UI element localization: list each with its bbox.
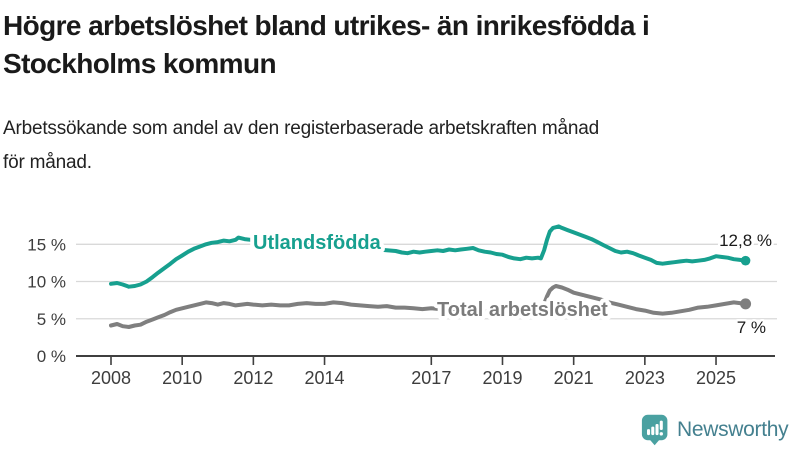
- chart-subtitle-line-2: för månad.: [3, 152, 92, 173]
- chart-title-line-2: Stockholms kommun: [3, 48, 277, 79]
- y-tick-label-10: 10 %: [27, 273, 66, 292]
- x-axis: 2008 2010 2012 2014 2017 2019 2021 2023 2025: [76, 355, 775, 388]
- x-tick-label-2021: 2021: [554, 368, 594, 388]
- newsworthy-logo-text: Newsworthy: [677, 418, 789, 441]
- end-dot-total-arbetsloshet: [740, 298, 752, 310]
- series-lines: [109, 224, 748, 329]
- y-tick-label-5: 5 %: [37, 310, 66, 329]
- chart-title: Högre arbetslöshet bland utrikes- än inr…: [3, 7, 793, 83]
- series-line-utlandsfodda: [109, 224, 748, 289]
- x-tick-label-2019: 2019: [482, 368, 522, 388]
- y-axis-labels: 0 % 5 % 10 % 15 %: [27, 235, 66, 366]
- end-value-label-utlandsfodda: 12,8 %: [719, 231, 772, 250]
- x-tick-label-2008: 2008: [91, 368, 131, 388]
- end-value-label-total: 7 %: [737, 318, 766, 337]
- series-label-utlandsfodda: Utlandsfödda: [253, 232, 382, 254]
- x-tick-label-2010: 2010: [162, 368, 202, 388]
- x-tick-label-2014: 2014: [305, 368, 345, 388]
- x-tick-label-2012: 2012: [233, 368, 273, 388]
- series-label-total-arbetsloshet: Total arbetslöshet: [437, 299, 608, 321]
- end-dot-utlandsfodda: [740, 255, 751, 266]
- newsworthy-chart-bubble-icon: [641, 414, 668, 446]
- end-dots: [740, 255, 752, 310]
- series-line-total-arbetsloshet: [109, 284, 748, 329]
- newsworthy-logo[interactable]: Newsworthy: [641, 413, 789, 447]
- x-tick-label-2025: 2025: [696, 368, 736, 388]
- chart-subtitle-line-1: Arbetssökande som andel av den registerb…: [3, 118, 600, 139]
- x-tick-label-2017: 2017: [411, 368, 451, 388]
- gridlines: [76, 243, 777, 320]
- y-tick-label-15: 15 %: [27, 235, 66, 254]
- y-tick-label-0: 0 %: [37, 347, 66, 366]
- chart-title-line-1: Högre arbetslöshet bland utrikes- än inr…: [3, 10, 650, 41]
- chart-subtitle: Arbetssökande som andel av den registerb…: [3, 112, 783, 180]
- x-tick-label-2023: 2023: [625, 368, 665, 388]
